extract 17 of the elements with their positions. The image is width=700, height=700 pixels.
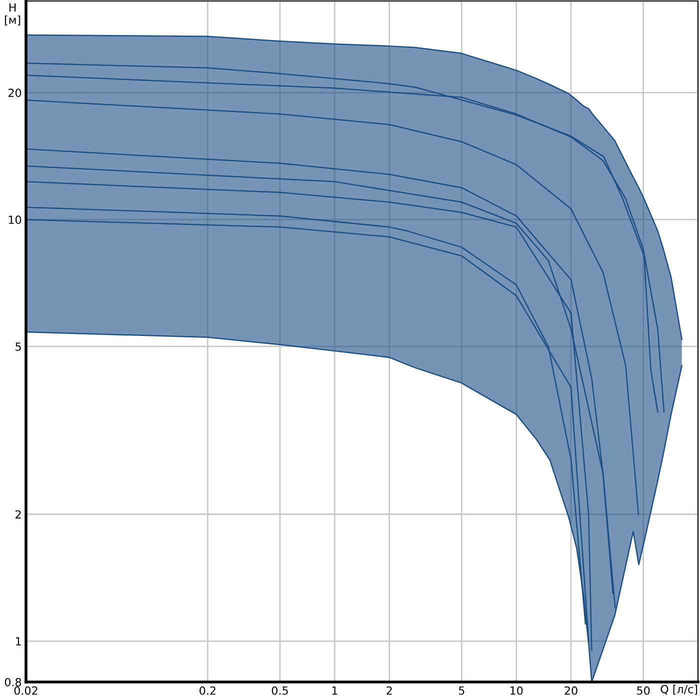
x-axis-title: Q [л/с] [660,684,698,695]
x-tick-label: 1 [332,686,338,695]
x-tick-label: 0.5 [272,686,288,695]
y-tick-label: 5 [16,342,21,351]
x-tick-label: 20 [564,686,578,695]
y-axis-title: H [м] [4,3,20,26]
x-tick-label: 10 [510,686,523,695]
x-tick-label: 5 [458,686,464,695]
x-tick-label: 2 [386,686,392,695]
x-tick-label: 0.02 [14,686,38,695]
y-tick-label: 0.8 [4,678,22,686]
x-tick-label: 0.2 [200,686,216,695]
y-tick-label: 10 [8,216,22,224]
x-tick-label: 50 [637,686,650,695]
y-tick-label: 1 [16,637,21,646]
y-tick-label: 20 [8,88,22,98]
y-tick-label: 2 [16,510,21,518]
